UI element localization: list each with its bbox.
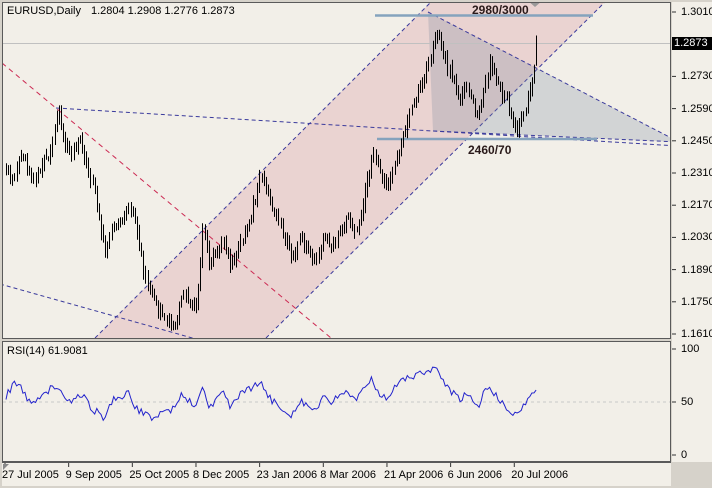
price-axis-label: 1.2310	[681, 167, 712, 179]
time-axis-label: 21 Apr 2006	[383, 469, 444, 481]
price-axis-label: 1.1610	[681, 328, 712, 340]
time-axis[interactable]	[2, 462, 671, 486]
equidistant-channel[interactable]	[95, 0, 607, 338]
price-axis-label: 1.2170	[681, 199, 712, 212]
time-axis-label: 23 Jan 2006	[256, 469, 318, 481]
support-annotation[interactable]: 2460/70	[468, 143, 512, 157]
price-bars[interactable]	[6, 29, 537, 331]
rsi-axis-label: 0	[681, 449, 688, 461]
rsi-label: RSI(14) 61.9081	[7, 345, 88, 357]
arrow-marker[interactable]	[527, 0, 543, 7]
trendline-blue-horizontal[interactable]	[55, 107, 711, 148]
time-axis-label: 6 Jun 2006	[447, 469, 503, 481]
rsi-axis-label: 100	[681, 343, 700, 355]
channel-lower-line	[265, 3, 605, 338]
price-axis-label: 1.1890	[681, 263, 712, 276]
rsi-line[interactable]	[5, 366, 537, 422]
axis-corner-marker	[3, 464, 9, 470]
trendline-blue-left-lower[interactable]	[0, 284, 203, 341]
triangle-pattern[interactable]	[428, 12, 679, 142]
time-axis-label: 8 Mar 2006	[320, 469, 376, 481]
time-axis-label: 20 Jul 2006	[511, 469, 569, 481]
chart-title: EURUSD,Daily 1.2804 1.2908 1.2776 1.2873	[7, 5, 235, 17]
price-plot-group	[0, 0, 711, 341]
price-axis-label: 1.2450	[681, 134, 712, 147]
symbol-period-label: EURUSD,Daily	[7, 5, 81, 17]
price-axis-label: 1.1750	[681, 295, 712, 308]
triangle-lower-line	[432, 130, 670, 143]
resistance-annotation[interactable]: 2980/3000	[472, 3, 529, 17]
price-axis-label: 1.3010	[681, 6, 712, 18]
time-axis-label: 25 Oct 2005	[129, 469, 190, 481]
time-axis-label: 27 Jul 2005	[2, 469, 59, 481]
price-axis[interactable]	[672, 2, 712, 462]
rsi-plot-group	[3, 366, 670, 422]
price-axis-label: 1.2730	[681, 70, 712, 83]
time-axis-label: 8 Dec 2005	[192, 469, 250, 481]
time-axis-label: 9 Sep 2005	[65, 469, 122, 481]
ohlc-values: 1.2804 1.2908 1.2776 1.2873	[90, 5, 235, 17]
current-price-tag: 1.2873	[672, 37, 712, 50]
price-axis-label: 1.2590	[681, 102, 712, 115]
triangle-upper-line	[427, 11, 670, 138]
rsi-axis-label: 50	[681, 396, 694, 408]
price-axis-label: 1.2030	[681, 231, 712, 244]
channel-upper-line	[94, 3, 431, 338]
price-chart-panel[interactable]	[2, 2, 671, 339]
